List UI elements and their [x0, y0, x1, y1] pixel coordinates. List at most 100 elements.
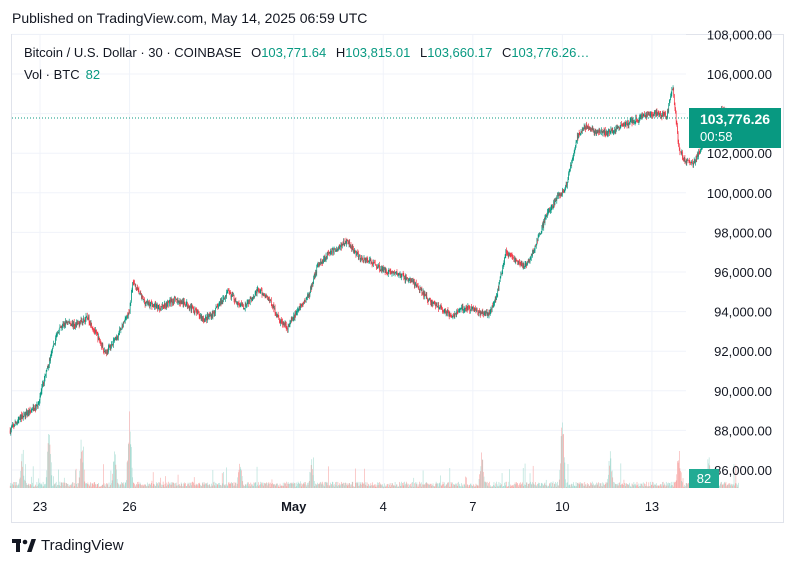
candle-body	[252, 297, 253, 299]
volume-bar	[139, 482, 141, 488]
volume-bar	[557, 485, 559, 488]
volume-bar	[65, 485, 66, 488]
candle-body	[16, 422, 17, 424]
volume-bar	[9, 485, 11, 488]
volume-bar	[441, 485, 443, 488]
candle-body	[535, 243, 537, 247]
volume-label[interactable]: Vol · BTC	[24, 67, 80, 82]
volume-bar	[16, 482, 17, 488]
candle-body	[359, 255, 360, 257]
volume-bar	[12, 484, 13, 488]
candle-body	[169, 301, 170, 305]
volume-bar	[624, 486, 626, 488]
volume-bar	[111, 483, 112, 488]
volume-bar	[70, 485, 72, 488]
candle-body	[248, 302, 249, 304]
volume-bar	[244, 484, 246, 488]
candle-body	[180, 301, 182, 304]
volume-bar	[485, 482, 487, 488]
volume-bar	[27, 484, 29, 488]
candle-body	[466, 309, 468, 311]
volume-bar	[680, 470, 681, 488]
candle-body	[271, 300, 272, 305]
candle-body	[453, 314, 454, 316]
candle-body	[596, 132, 597, 135]
volume-bar	[672, 485, 673, 488]
volume-bar	[569, 485, 571, 488]
candle-body	[511, 255, 513, 257]
candle-body	[609, 130, 610, 134]
candle-body	[497, 289, 498, 296]
candle-body	[689, 161, 691, 163]
volume-bar	[583, 485, 584, 488]
volume-bar	[188, 483, 189, 488]
candle-body	[524, 263, 526, 267]
volume-bar	[246, 485, 247, 488]
volume-bar	[496, 481, 497, 488]
candle-body	[636, 117, 637, 120]
candle-body	[247, 302, 249, 303]
candle-body	[539, 233, 541, 235]
candle-body	[594, 131, 596, 134]
candle-body	[677, 132, 679, 143]
candle-body	[655, 112, 656, 116]
candle-body	[289, 324, 290, 327]
candle-body	[655, 111, 657, 116]
volume-bar	[70, 484, 71, 488]
volume-bar	[670, 486, 671, 488]
candle-body	[389, 269, 390, 272]
candle-body	[517, 261, 518, 262]
volume-bar	[153, 483, 155, 488]
candle-body	[665, 113, 666, 118]
candle-body	[83, 318, 85, 321]
volume-bar	[35, 484, 36, 488]
volume-bar	[470, 483, 471, 488]
candle-body	[405, 275, 406, 281]
candle-body	[189, 306, 191, 309]
volume-bar	[420, 483, 421, 488]
candle-body	[188, 307, 190, 309]
volume-bar	[683, 486, 684, 488]
volume-bar	[325, 482, 326, 488]
candle-body	[489, 311, 491, 314]
candle-body	[218, 304, 220, 306]
volume-bar	[417, 486, 418, 488]
volume-bar	[411, 482, 413, 488]
candle-body	[671, 89, 673, 94]
candle-body	[572, 158, 573, 161]
volume-bar	[239, 463, 240, 488]
candle-body	[22, 417, 24, 418]
volume-bar	[531, 484, 533, 488]
volume-bar	[521, 483, 523, 488]
candle-body	[216, 306, 217, 308]
volume-bar	[736, 483, 737, 488]
candle-body	[96, 333, 98, 336]
volume-bar	[405, 483, 406, 488]
candle-body	[362, 258, 364, 261]
volume-bar	[109, 486, 110, 488]
volume-bar	[348, 483, 350, 488]
candle-body	[243, 308, 245, 310]
volume-bar	[345, 482, 346, 488]
volume-bar	[133, 483, 135, 488]
volume-bar	[256, 486, 257, 488]
volume-bar	[147, 482, 148, 488]
candle-body	[385, 270, 387, 273]
candle-body	[544, 221, 545, 223]
candle-body	[411, 280, 413, 282]
candle-body	[94, 330, 96, 333]
volume-bar	[132, 482, 134, 488]
volume-bar	[670, 481, 672, 488]
candle-body	[219, 304, 221, 305]
volume-bar	[609, 451, 611, 488]
symbol-name[interactable]: Bitcoin / U.S. Dollar · 30 · COINBASE	[24, 45, 242, 60]
volume-bar	[327, 482, 328, 488]
volume-bar	[195, 483, 197, 488]
candle-body	[456, 311, 458, 313]
candle-body	[486, 312, 488, 315]
volume-bar	[350, 486, 352, 488]
candle-body	[645, 115, 647, 117]
volume-bar	[37, 484, 39, 488]
candle-body	[636, 119, 638, 121]
